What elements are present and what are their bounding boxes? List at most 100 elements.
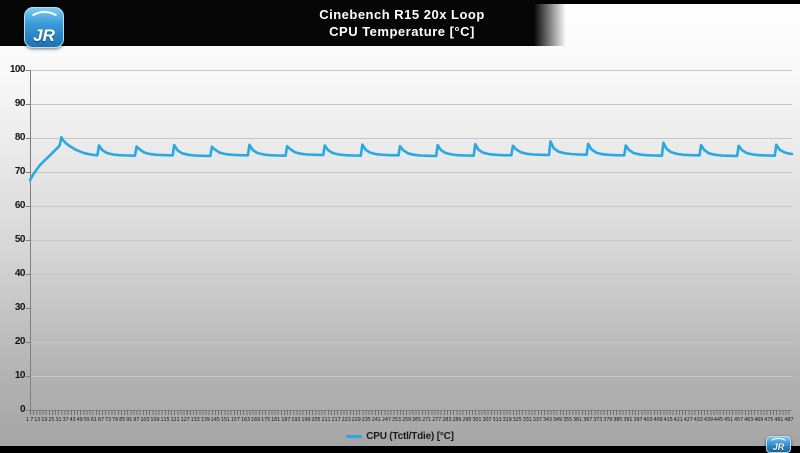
x-axis-label: 127	[180, 417, 190, 423]
x-axis-label: 37	[62, 417, 69, 423]
legend-label: CPU (Tctl/Tdie) [°C]	[366, 431, 454, 442]
jr-logo: JR	[24, 7, 64, 48]
x-axis-label: 235	[361, 417, 371, 423]
x-axis-label: 487	[784, 417, 794, 423]
x-axis-label: 7	[30, 417, 34, 423]
x-axis-label: 85	[119, 417, 126, 423]
x-axis-label: 97	[133, 417, 140, 423]
legend: CPU (Tctl/Tdie) [°C]	[0, 430, 800, 443]
x-axis-labels: 1 7 13 19 25 31 37 43 49 55 61 67 73 79 85 91 97 103 109 11…	[26, 417, 794, 425]
x-axis-label: 79	[112, 417, 119, 423]
y-axis-label: 50	[14, 234, 26, 245]
y-axis-label: 80	[14, 132, 26, 143]
chart-subtitle-line: CPU Temperature [°C]	[329, 24, 475, 39]
x-axis-label: 1	[26, 417, 29, 423]
y-axis-label: 70	[14, 166, 26, 177]
x-axis-label: 379	[603, 417, 613, 423]
x-axis-label: 133	[190, 417, 200, 423]
x-axis-label: 421	[673, 417, 683, 423]
y-axis-label: 20	[14, 336, 26, 347]
x-axis-label: 241	[371, 417, 381, 423]
x-axis-label: 169	[251, 417, 260, 423]
y-axis-label: 30	[14, 302, 26, 313]
x-axis-label: 283	[442, 417, 452, 423]
x-axis-label: 217	[331, 417, 341, 423]
x-axis-label: 343	[542, 417, 552, 423]
x-axis-tick-strip	[30, 411, 792, 415]
x-axis-label: 337	[532, 417, 542, 423]
x-axis-label: 439	[703, 417, 713, 423]
x-axis-label: 259	[401, 417, 411, 423]
x-axis-label: 427	[683, 417, 693, 423]
x-axis-label: 385	[613, 417, 623, 423]
x-axis-label: 265	[412, 417, 421, 423]
x-axis-label: 355	[562, 417, 572, 423]
x-axis-label: 121	[170, 417, 180, 423]
x-axis-label: 91	[126, 417, 133, 423]
x-axis-label: 247	[381, 417, 391, 423]
x-axis-label: 319	[502, 417, 512, 423]
x-axis-label: 313	[492, 417, 502, 423]
x-axis-label: 55	[83, 417, 90, 423]
x-axis-label: 31	[55, 417, 62, 423]
x-axis-label: 211	[321, 417, 331, 423]
jr-logo-small: JR	[766, 436, 791, 453]
x-axis-label: 199	[301, 417, 311, 423]
x-axis-label: 25	[48, 417, 55, 423]
x-axis-label: 457	[734, 417, 743, 423]
x-axis-label: 433	[693, 417, 703, 423]
y-axis-label: 100	[9, 64, 26, 75]
x-axis-label: 175	[261, 417, 271, 423]
x-axis-label: 181	[271, 417, 281, 423]
y-axis-label: 60	[14, 200, 26, 211]
x-axis-label: 325	[512, 417, 522, 423]
x-axis-label: 445	[713, 417, 723, 423]
title-banner	[0, 0, 568, 46]
x-axis-label: 43	[69, 417, 76, 423]
x-axis-label: 49	[76, 417, 83, 423]
x-axis-label: 361	[573, 417, 582, 423]
x-axis-label: 157	[230, 417, 240, 423]
x-axis-label: 289	[452, 417, 462, 423]
y-axis-label: 90	[14, 98, 26, 109]
x-axis-label: 373	[593, 417, 603, 423]
x-axis-label: 451	[723, 417, 733, 423]
temperature-curve	[28, 136, 794, 182]
logo-arc-icon	[28, 11, 61, 33]
x-axis-label: 223	[341, 417, 351, 423]
x-axis-label: 397	[633, 417, 643, 423]
x-axis-label: 331	[522, 417, 532, 423]
y-axis-label: 0	[19, 404, 26, 415]
x-axis-label: 271	[422, 417, 432, 423]
x-axis-label: 349	[552, 417, 562, 423]
logo-text: JR	[772, 442, 785, 452]
logo-arc-icon	[769, 438, 788, 449]
chart-title-line: Cinebench R15 20x Loop	[319, 7, 485, 22]
x-axis-label: 163	[240, 417, 250, 423]
x-axis-label: 205	[311, 417, 321, 423]
x-axis-label: 61	[90, 417, 97, 423]
legend-line-marker	[346, 435, 363, 438]
y-axis-label: 40	[14, 268, 26, 279]
x-axis-label: 109	[150, 417, 160, 423]
x-axis-label: 301	[472, 417, 482, 423]
x-axis-label: 463	[744, 417, 754, 423]
x-axis-label: 469	[754, 417, 764, 423]
chart-title: Cinebench R15 20x Loop CPU Temperature […	[252, 6, 552, 40]
x-axis-label: 103	[140, 417, 150, 423]
x-axis-label: 73	[104, 417, 111, 423]
x-axis-label: 415	[663, 417, 673, 423]
x-axis-label: 403	[643, 417, 653, 423]
x-axis-label: 67	[97, 417, 104, 423]
x-axis-label: 475	[764, 417, 774, 423]
x-axis-label: 295	[462, 417, 472, 423]
x-axis-label: 193	[291, 417, 301, 423]
x-axis-label: 307	[482, 417, 492, 423]
x-axis-label: 229	[351, 417, 361, 423]
bottom-border	[0, 446, 800, 453]
x-axis-label: 115	[160, 417, 170, 423]
x-axis-label: 409	[653, 417, 663, 423]
y-axis-label: 10	[14, 370, 26, 381]
